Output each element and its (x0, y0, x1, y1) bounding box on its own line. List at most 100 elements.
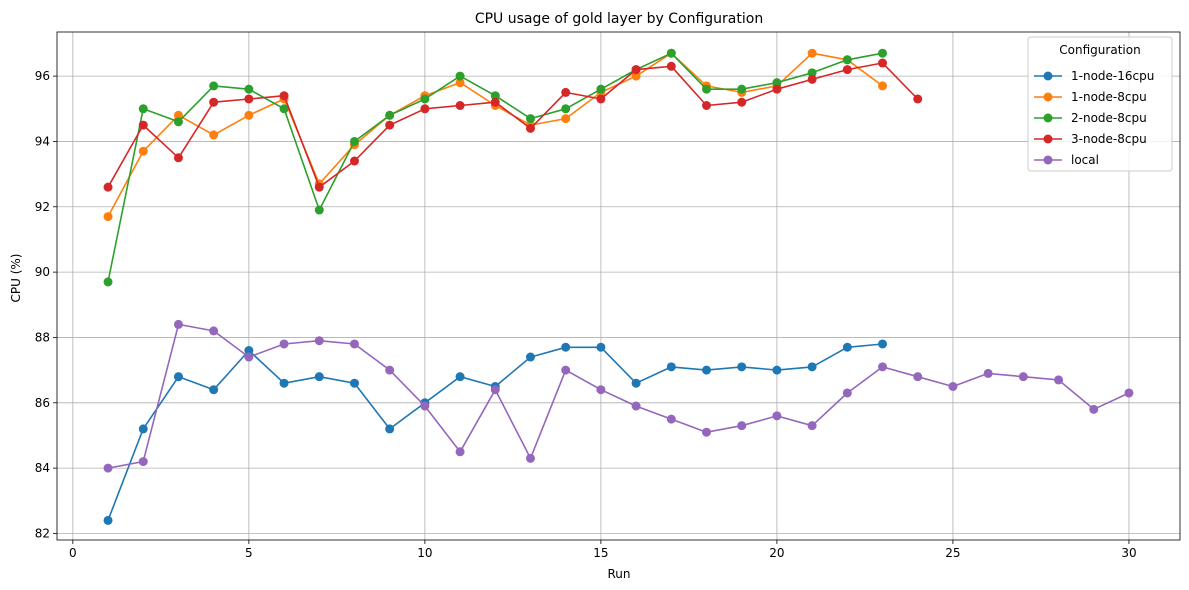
series-group (103, 48, 1134, 525)
data-point (842, 388, 852, 398)
data-point (561, 342, 571, 352)
data-point (314, 336, 324, 346)
data-point (1089, 404, 1099, 414)
data-point (420, 94, 430, 104)
series-line (107, 62, 919, 188)
data-point (737, 421, 747, 431)
x-tick-label: 30 (1121, 546, 1136, 560)
data-point (561, 104, 571, 114)
y-axis-label: CPU (%) (9, 254, 23, 303)
legend-label: 1-node-16cpu (1071, 69, 1154, 83)
data-point (314, 372, 324, 382)
data-point (279, 378, 289, 388)
y-tick-label: 94 (35, 134, 50, 148)
grid (57, 32, 1180, 540)
data-point (455, 71, 465, 81)
legend-marker (1043, 134, 1053, 144)
x-tick-label: 20 (769, 546, 784, 560)
data-point (209, 385, 219, 395)
data-point (1124, 388, 1134, 398)
data-point (349, 378, 359, 388)
data-point (772, 365, 782, 375)
data-point (173, 319, 183, 329)
data-point (279, 91, 289, 101)
data-point (631, 401, 641, 411)
legend-marker (1043, 155, 1053, 165)
legend-marker (1043, 92, 1053, 102)
y-tick-label: 92 (35, 200, 50, 214)
data-point (842, 342, 852, 352)
legend-entry: local (1034, 153, 1099, 167)
data-point (913, 94, 923, 104)
data-point (138, 146, 148, 156)
legend-entry: 1-node-16cpu (1034, 69, 1154, 83)
data-point (209, 326, 219, 336)
series-local (103, 319, 1134, 473)
data-point (349, 156, 359, 166)
y-tick-label: 90 (35, 265, 50, 279)
legend-label: 2-node-8cpu (1071, 111, 1147, 125)
x-axis-label: Run (607, 567, 630, 581)
x-tick-label: 5 (245, 546, 253, 560)
x-tick-label: 0 (69, 546, 77, 560)
data-point (490, 385, 500, 395)
legend: Configuration 1-node-16cpu 1-node-8cpu 2-no… (1027, 36, 1173, 172)
data-point (455, 101, 465, 111)
legend-marker (1043, 113, 1053, 123)
data-point (807, 48, 817, 58)
series-3-node-8cpu (103, 58, 923, 192)
data-point (244, 110, 254, 120)
series-line (107, 323, 1130, 469)
data-point (807, 74, 817, 84)
legend-entry: 3-node-8cpu (1034, 132, 1147, 146)
data-point (596, 385, 606, 395)
data-point (385, 120, 395, 130)
data-point (878, 339, 888, 349)
data-point (631, 378, 641, 388)
data-point (561, 114, 571, 124)
data-point (1054, 375, 1064, 385)
data-point (878, 362, 888, 372)
data-point (561, 87, 571, 97)
data-point (138, 120, 148, 130)
data-point (772, 411, 782, 421)
data-point (103, 212, 113, 222)
data-point (737, 362, 747, 372)
data-point (737, 97, 747, 107)
data-point (666, 414, 676, 424)
data-point (455, 447, 465, 457)
data-point (173, 153, 183, 163)
data-point (631, 71, 641, 81)
data-point (983, 368, 993, 378)
data-point (525, 352, 535, 362)
data-point (455, 78, 465, 88)
data-point (807, 421, 817, 431)
x-tick-label: 15 (593, 546, 608, 560)
chart-title: CPU usage of gold layer by Configuration (475, 11, 763, 27)
data-point (420, 401, 430, 411)
data-point (314, 205, 324, 215)
data-point (209, 97, 219, 107)
data-point (702, 101, 712, 111)
data-point (525, 123, 535, 133)
data-point (772, 84, 782, 94)
data-point (772, 78, 782, 88)
series-2-node-8cpu (103, 48, 888, 287)
data-point (244, 84, 254, 94)
data-point (173, 372, 183, 382)
legend-label: 1-node-8cpu (1071, 90, 1147, 104)
legend-entry: 2-node-8cpu (1034, 111, 1147, 125)
data-point (490, 91, 500, 101)
data-point (103, 463, 113, 473)
axes: 0 5 10 15 20 25 30 82 84 86 88 90 92 94 96 (35, 31, 1181, 560)
legend-entry: 1-node-8cpu (1034, 90, 1147, 104)
data-point (244, 346, 254, 356)
data-point (385, 424, 395, 434)
data-point (913, 372, 923, 382)
data-point (138, 104, 148, 114)
data-point (525, 114, 535, 124)
data-point (525, 453, 535, 463)
data-point (878, 58, 888, 68)
data-point (173, 110, 183, 120)
